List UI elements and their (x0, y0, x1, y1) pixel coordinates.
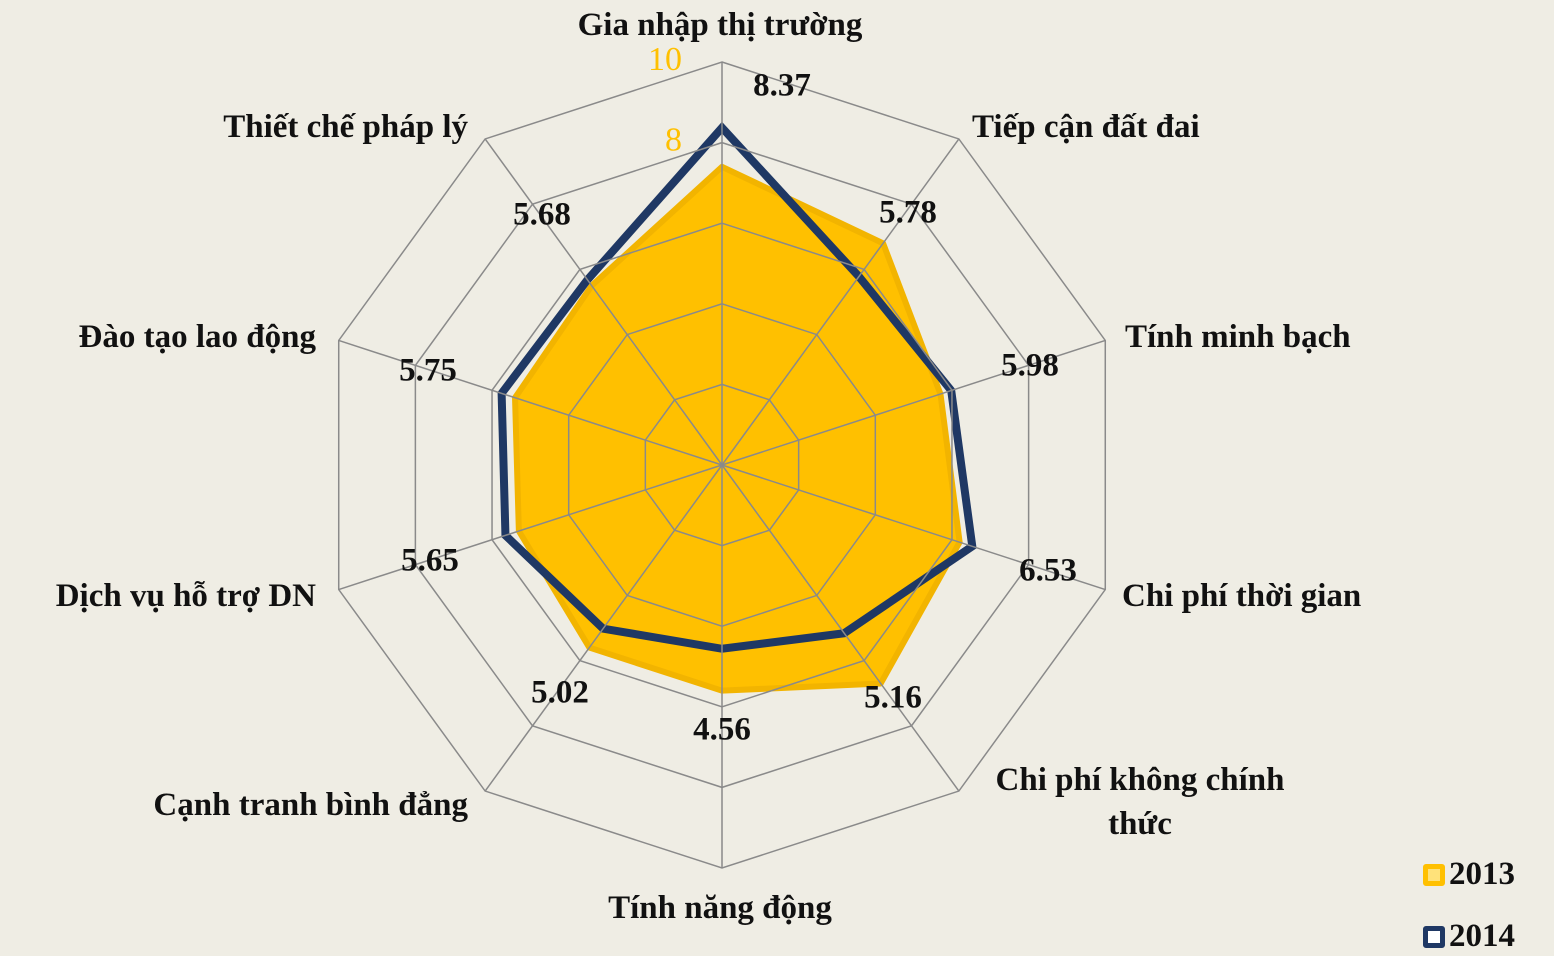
tick-label: 8 (665, 121, 682, 158)
category-label: Tính năng động (608, 890, 832, 926)
legend-swatch (1423, 925, 1445, 948)
spoke (484, 138, 723, 466)
spoke (721, 464, 960, 792)
tick-label: 10 (648, 41, 682, 78)
data-label: 5.98 (1001, 348, 1059, 384)
legend-swatch (1423, 863, 1445, 886)
spoke (721, 339, 1106, 466)
category-label: Cạnh tranh bình đẳng (153, 787, 468, 823)
category-label: Tiếp cận đất đai (972, 109, 1200, 145)
data-label: 5.02 (531, 675, 589, 711)
legend-item: 2014 (1423, 918, 1515, 955)
category-label: Chi phí không chính thức (995, 762, 1285, 842)
legend-label: 2013 (1449, 856, 1515, 892)
spoke (338, 339, 723, 466)
category-label: Thiết chế pháp lý (223, 109, 468, 145)
category-label: Dịch vụ hỗ trợ DN (55, 578, 316, 614)
spoke (484, 464, 723, 792)
legend-item: 2013 (1423, 856, 1515, 893)
data-label: 8.37 (753, 68, 811, 104)
category-label: Đào tạo lao động (78, 319, 316, 355)
data-label: 5.65 (401, 543, 459, 579)
data-label: 6.53 (1019, 553, 1077, 589)
data-label: 5.75 (399, 353, 457, 389)
spoke (338, 464, 723, 591)
category-label: Tính minh bạch (1125, 319, 1351, 355)
category-label: Chi phí thời gian (1122, 578, 1362, 614)
spoke (721, 138, 960, 466)
data-label: 5.16 (864, 680, 922, 716)
category-label: Gia nhập thị trường (577, 7, 863, 43)
data-label: 4.56 (693, 712, 751, 748)
spoke (721, 464, 1106, 591)
data-label: 5.68 (513, 197, 571, 233)
legend-label: 2014 (1449, 918, 1515, 954)
data-label: 5.78 (879, 195, 937, 231)
